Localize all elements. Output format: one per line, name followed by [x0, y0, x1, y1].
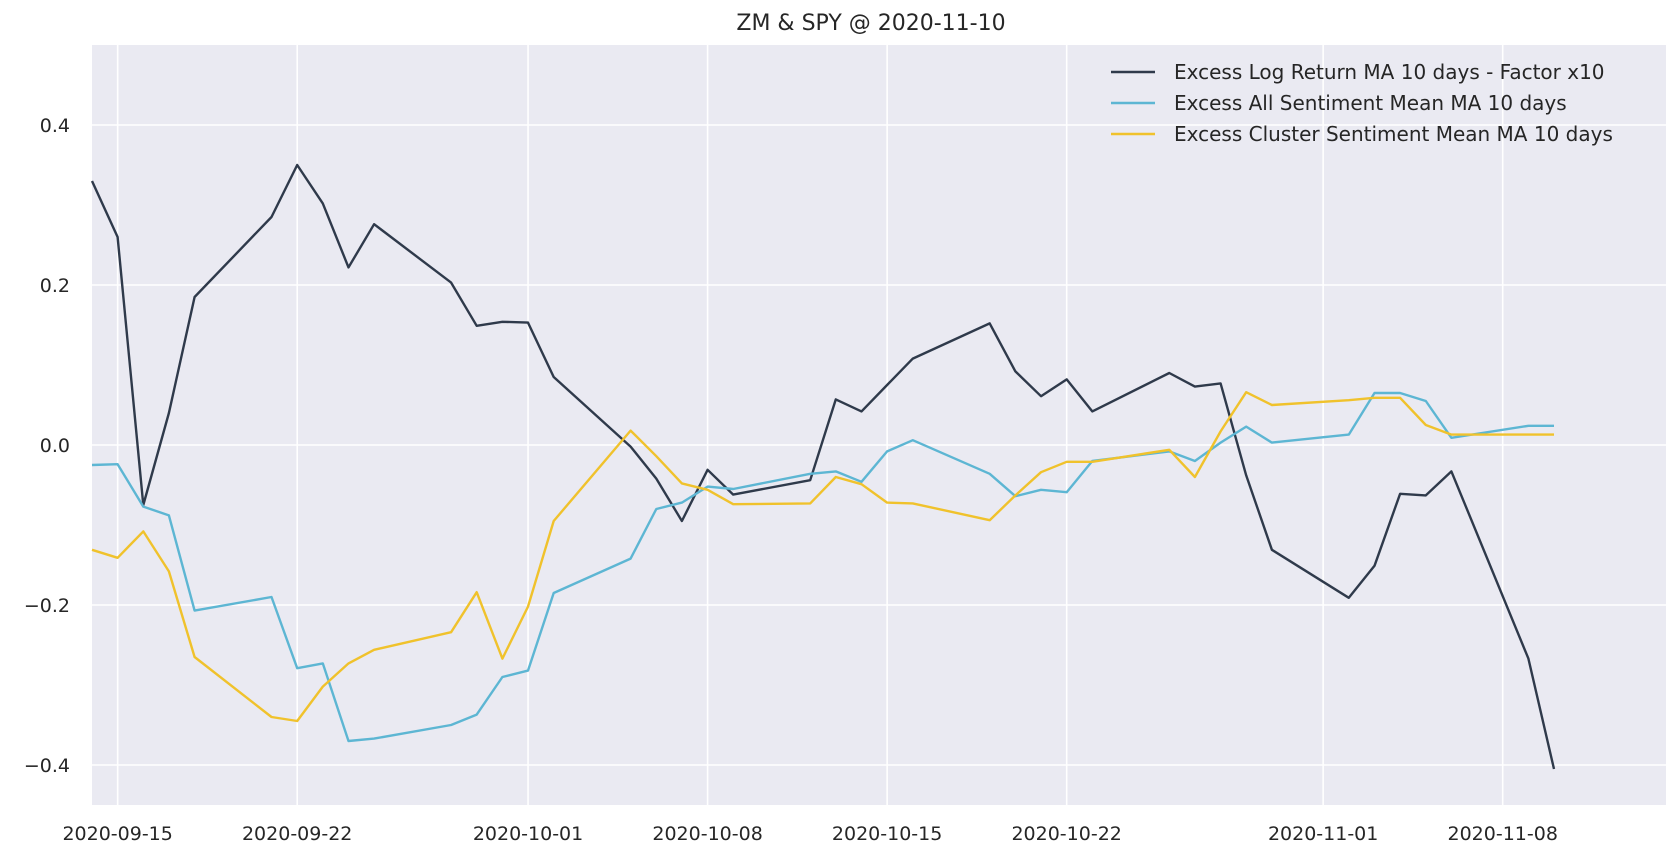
- series-line-1: [90, 163, 1556, 770]
- y-tick-label: −0.2: [24, 595, 70, 617]
- legend-label: Excess Cluster Sentiment Mean MA 10 days: [1174, 122, 1613, 146]
- x-tick-label: 2020-09-22: [242, 823, 352, 845]
- y-tick-label: −0.4: [24, 755, 70, 777]
- chart-title: ZM & SPY @ 2020-11-10: [736, 11, 1005, 36]
- legend-label: Excess All Sentiment Mean MA 10 days: [1174, 91, 1567, 115]
- y-tick-label: 0.2: [40, 275, 70, 297]
- legend-label: Excess Log Return MA 10 days - Factor x1…: [1174, 60, 1605, 84]
- y-axis-ticks: 0.4 0.2 0.0 −0.2 −0.4: [24, 115, 70, 777]
- x-tick-label: 2020-10-15: [832, 823, 942, 845]
- legend-item-1[interactable]: Excess Log Return MA 10 days - Factor x1…: [1111, 60, 1605, 84]
- x-axis-ticks: 2020-09-15 2020-09-22 2020-10-01 2020-10-08…: [62, 823, 1557, 845]
- x-tick-label: 2020-10-22: [1011, 823, 1121, 845]
- x-tick-label: 2020-11-01: [1268, 823, 1378, 845]
- x-tick-label: 2020-10-08: [652, 823, 762, 845]
- series-line-3: [91, 391, 1554, 723]
- series-lines: [90, 163, 1556, 770]
- x-tick-label: 2020-11-08: [1447, 823, 1557, 845]
- y-tick-label: 0.4: [40, 115, 70, 137]
- plot-area: [92, 45, 1666, 805]
- legend[interactable]: Excess Log Return MA 10 days - Factor x1…: [1111, 60, 1613, 146]
- grid: [92, 45, 1666, 805]
- series-line-2: [91, 391, 1554, 743]
- x-tick-label: 2020-10-01: [473, 823, 583, 845]
- y-tick-label: 0.0: [40, 435, 70, 457]
- legend-item-2[interactable]: Excess All Sentiment Mean MA 10 days: [1111, 91, 1567, 115]
- x-tick-label: 2020-09-15: [62, 823, 172, 845]
- legend-item-3[interactable]: Excess Cluster Sentiment Mean MA 10 days: [1111, 122, 1613, 146]
